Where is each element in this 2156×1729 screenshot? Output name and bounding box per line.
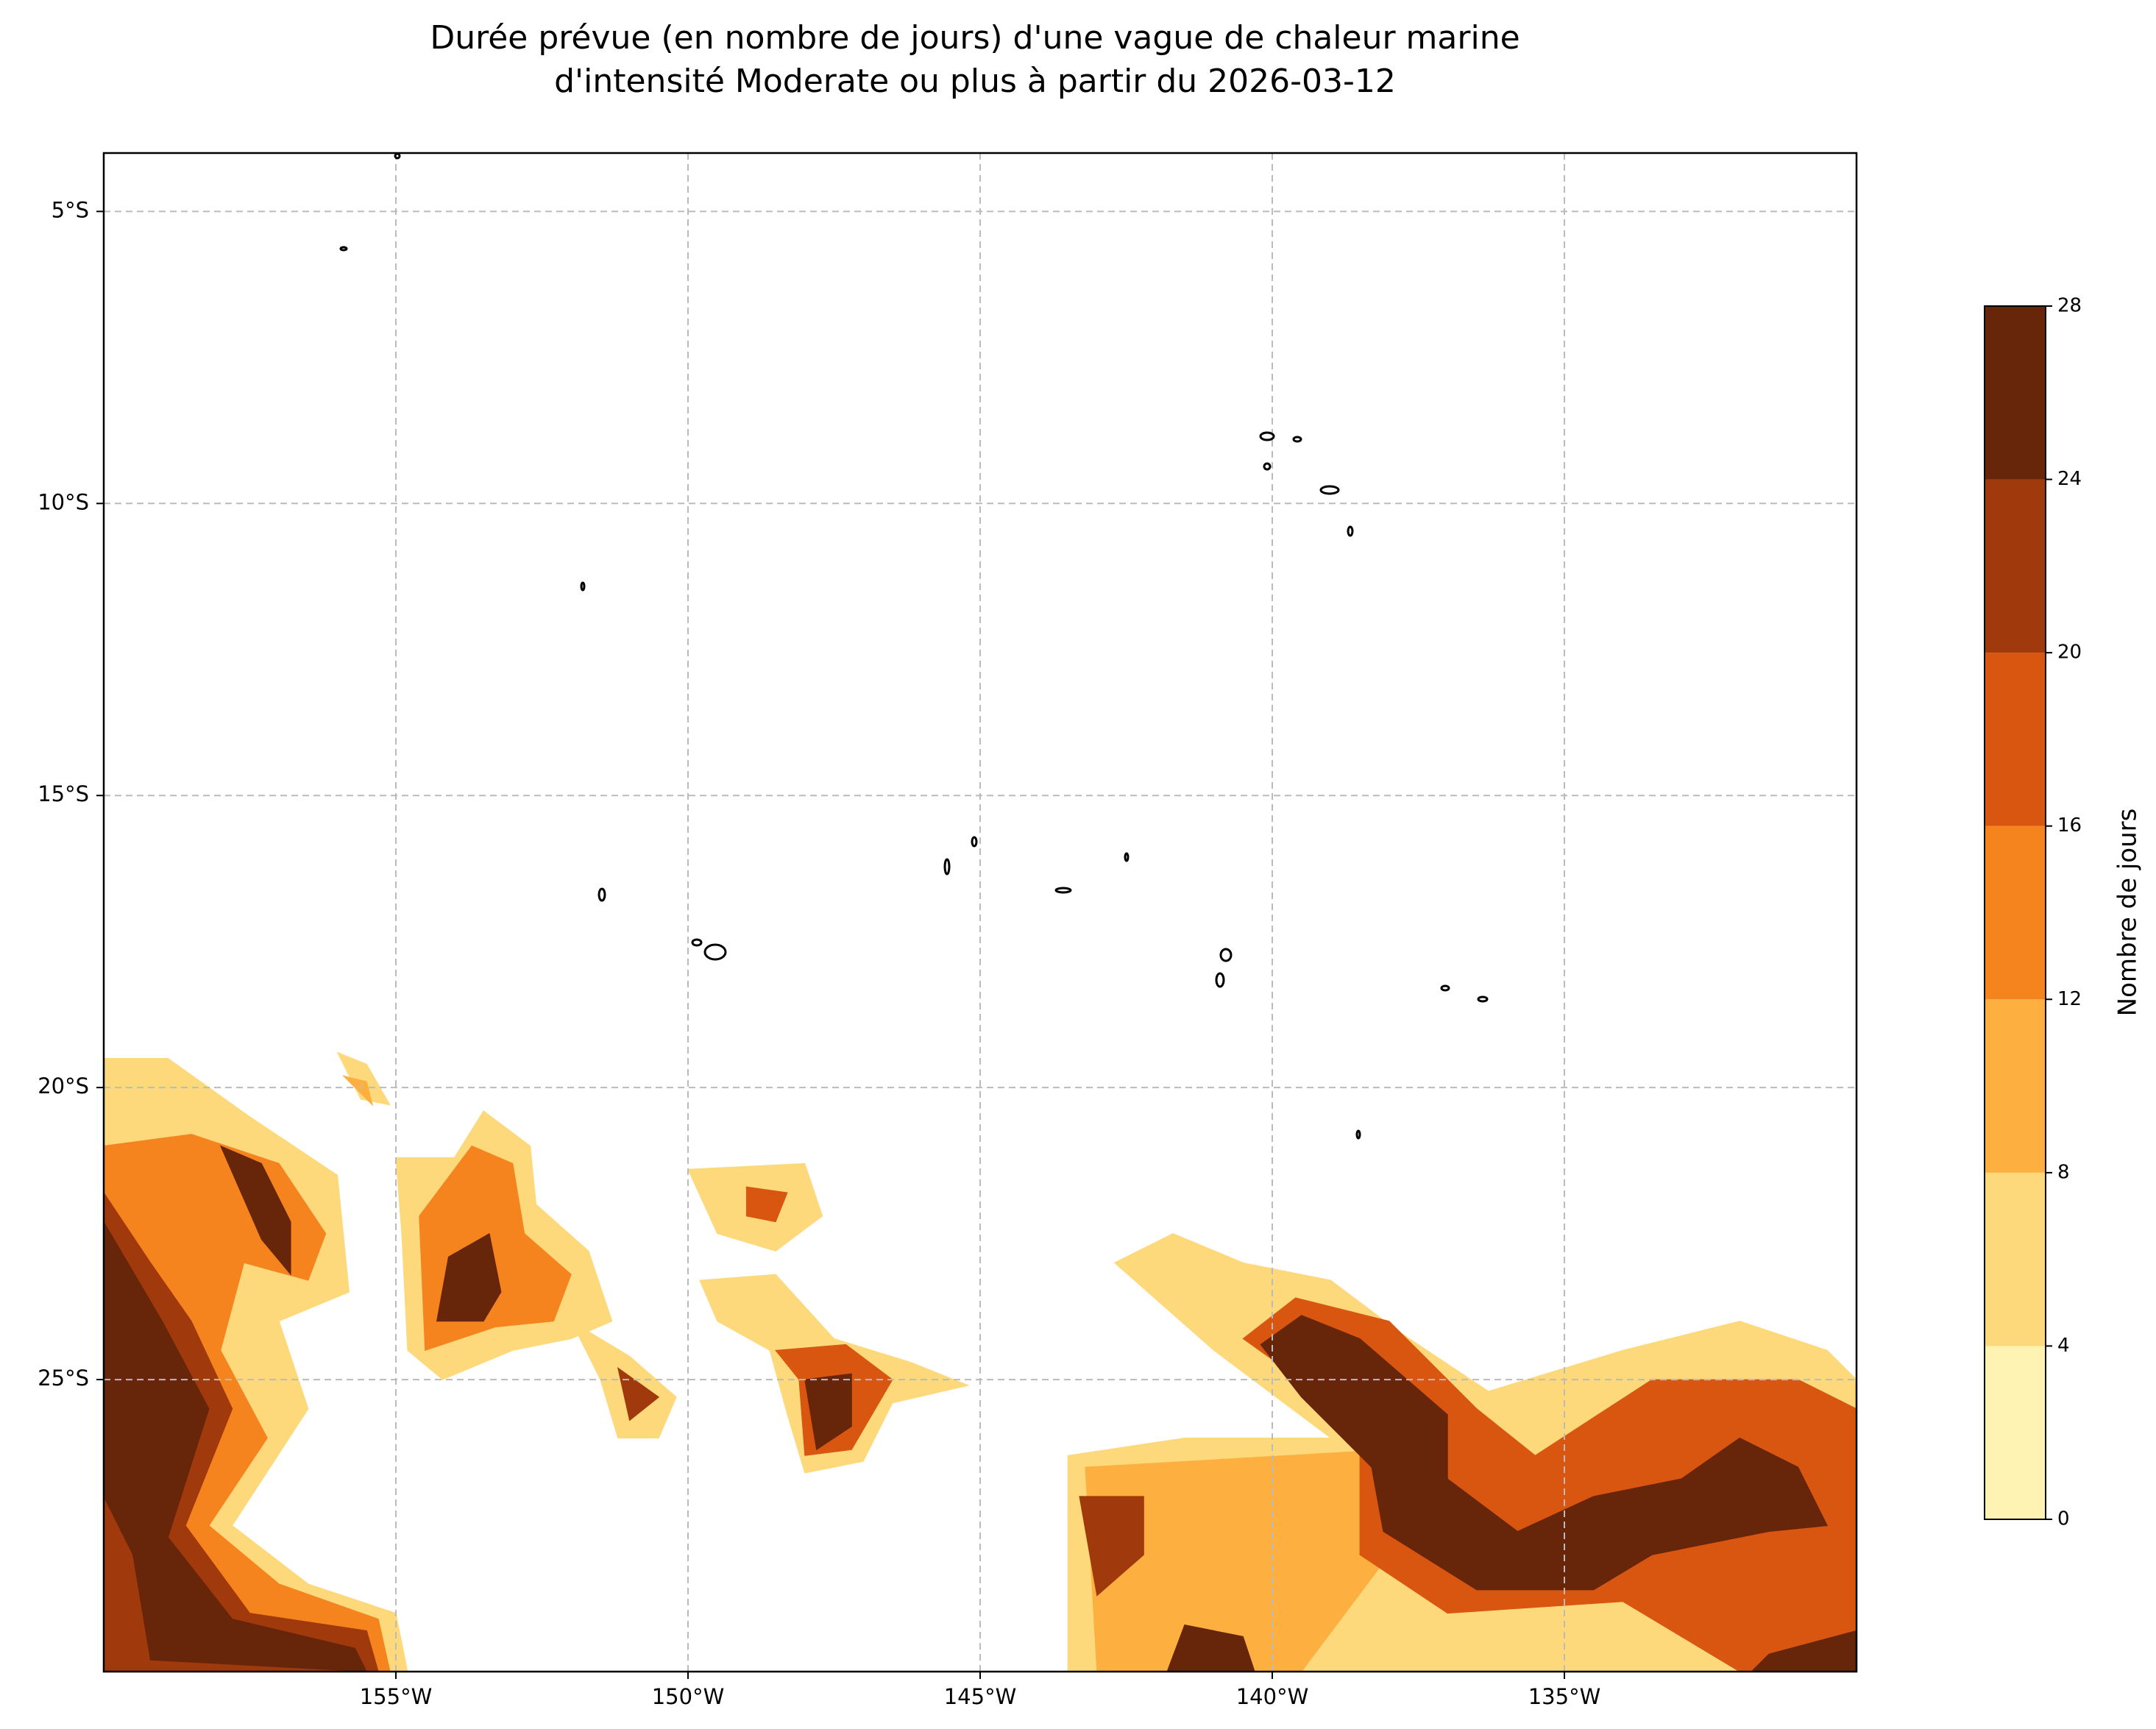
heat-area <box>745 1186 788 1223</box>
island <box>1259 431 1275 441</box>
map-frame <box>102 152 1858 1673</box>
island <box>1440 984 1450 992</box>
grid: 155°W 150°W 145°W 140°W 135°W 5°S 10°S 15°S 20°S… <box>38 153 1857 1709</box>
colorbar-segment <box>1985 1346 2046 1519</box>
x-tick-label: 140°W <box>1236 1684 1309 1709</box>
colorbar-tick-label: 16 <box>2057 814 2082 837</box>
island <box>339 246 348 252</box>
y-tick-label: 10°S <box>38 489 89 514</box>
x-tick-label: 135°W <box>1528 1684 1601 1709</box>
colorbar-tick-label: 8 <box>2057 1161 2070 1183</box>
colorbar: 0 4 8 12 16 20 24 28 <box>1984 295 2082 1530</box>
island <box>1355 1129 1361 1140</box>
colorbar-segment <box>1985 1172 2046 1346</box>
colorbar-segment <box>1985 479 2046 653</box>
island <box>580 581 586 592</box>
y-tick-label: 20°S <box>38 1073 89 1098</box>
colorbar-tick-label: 20 <box>2057 642 2082 664</box>
colorbar-segment <box>1985 653 2046 826</box>
island <box>1477 995 1489 1003</box>
heat-area <box>336 1051 391 1106</box>
heat-area <box>1085 1449 1390 1672</box>
heat-area <box>1079 1496 1144 1597</box>
island <box>1124 852 1130 862</box>
heat-area <box>1260 1315 1829 1591</box>
heat-area <box>804 1373 852 1451</box>
island <box>1215 972 1225 988</box>
colorbar-segment <box>1985 826 2046 1000</box>
heat-area <box>1166 1624 1255 1672</box>
x-tick-label: 150°W <box>652 1684 725 1709</box>
island <box>1054 887 1072 894</box>
heat-area <box>436 1232 502 1322</box>
colorbar-tick-label: 12 <box>2057 988 2082 1010</box>
heat-area <box>1751 1630 1857 1672</box>
island <box>1263 462 1272 471</box>
colorbar-tick-label: 0 <box>2057 1508 2070 1530</box>
colorbar-frame <box>1984 305 2046 1520</box>
island <box>1319 485 1340 495</box>
heat-area <box>219 1145 291 1276</box>
colorbar-label: Nombre de jours <box>2113 809 2143 1017</box>
coastlines <box>339 152 1489 1140</box>
island <box>691 938 703 947</box>
island <box>703 943 727 961</box>
chart-title: Durée prévue (en nombre de jours) d'une … <box>430 19 1520 57</box>
island <box>1347 525 1354 537</box>
colorbar-tick-label: 24 <box>2057 468 2082 490</box>
island <box>394 152 401 160</box>
island <box>597 887 606 902</box>
island <box>943 858 951 876</box>
y-tick-label: 25°S <box>38 1366 89 1391</box>
chart-subtitle: d'intensité Moderate ou plus à partir du… <box>554 63 1396 100</box>
y-tick-label: 5°S <box>52 197 89 222</box>
x-tick-label: 145°W <box>944 1684 1017 1709</box>
contour-fills <box>104 1051 1857 1672</box>
heat-area <box>617 1367 660 1421</box>
heat-area <box>341 1075 374 1107</box>
colorbar-segment <box>1985 999 2046 1173</box>
island <box>1292 436 1302 443</box>
colorbar-tick-label: 28 <box>2057 295 2082 317</box>
colorbar-segment <box>1985 306 2046 480</box>
x-tick-label: 155°W <box>360 1684 433 1709</box>
island <box>1219 948 1233 962</box>
y-tick-label: 15°S <box>38 781 89 806</box>
island <box>971 836 978 848</box>
colorbar-tick-label: 4 <box>2057 1335 2070 1357</box>
